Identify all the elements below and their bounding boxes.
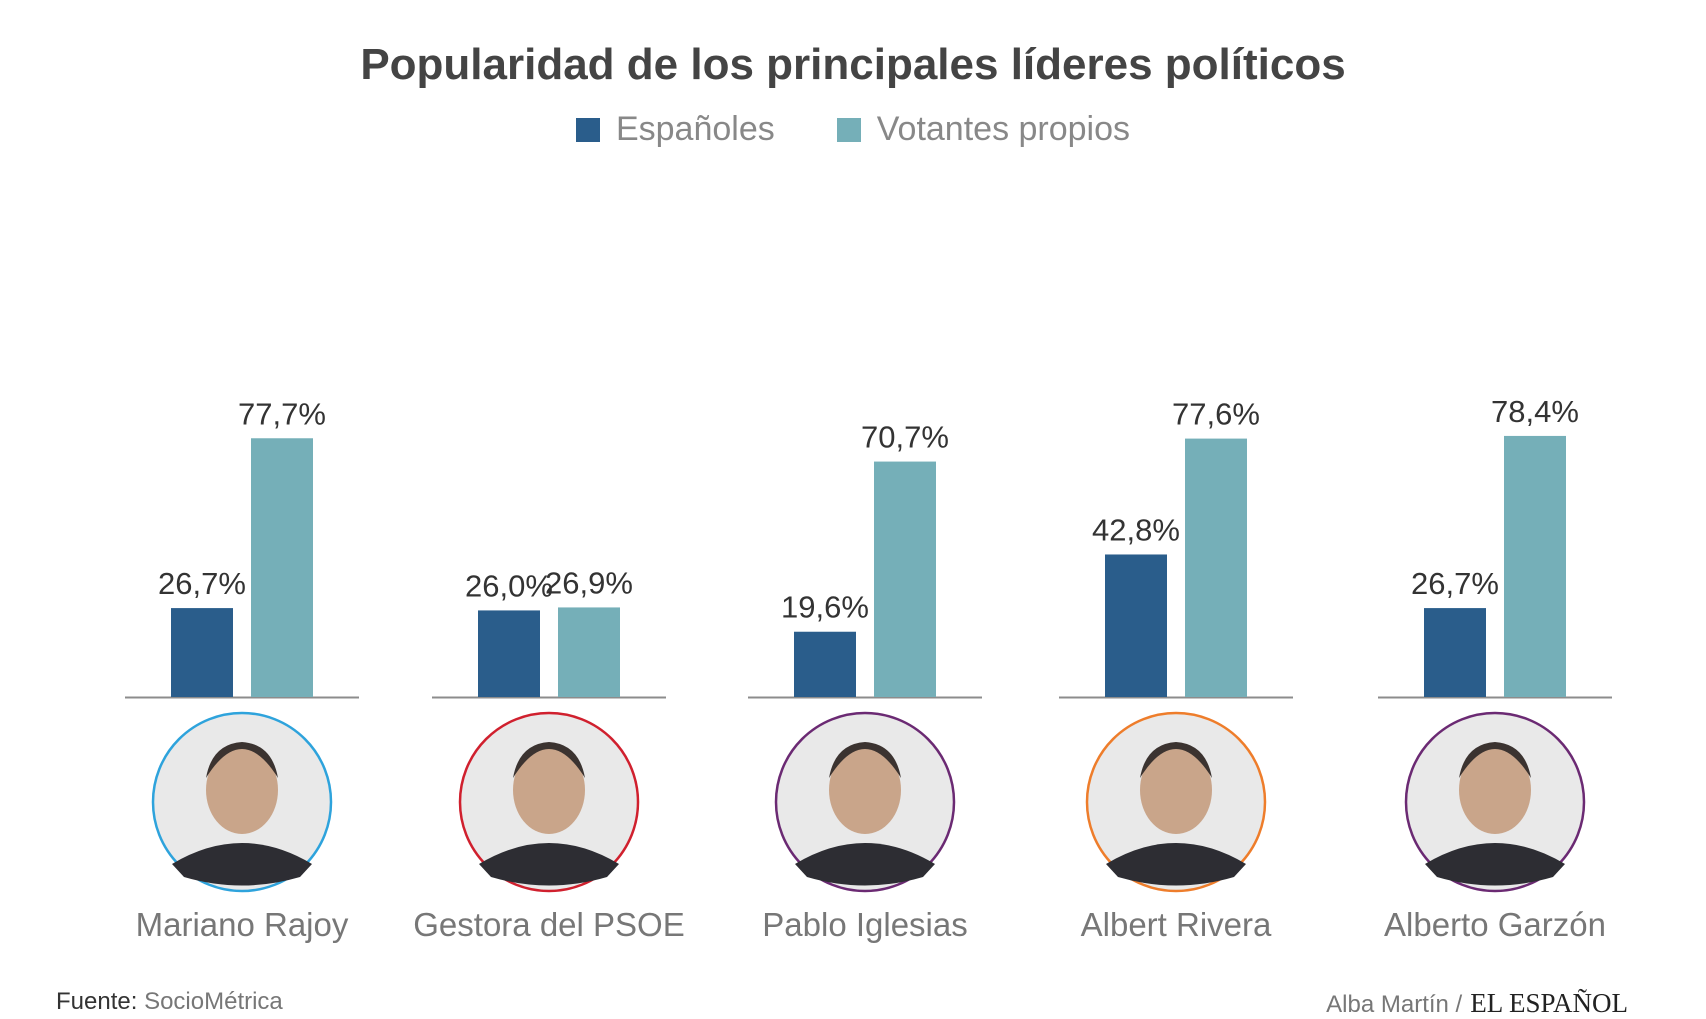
bar-espanoles-pablo-iglesias bbox=[794, 631, 856, 697]
data-label-votantes-propios-pablo-iglesias: 70,7% bbox=[861, 420, 949, 455]
portrait-face-mariano-rajoy bbox=[206, 746, 278, 834]
category-label-pablo-iglesias: Pablo Iglesias bbox=[762, 906, 967, 943]
bar-espanoles-gestora-del-psoe bbox=[478, 610, 540, 697]
category-label-albert-rivera: Albert Rivera bbox=[1081, 906, 1272, 943]
brand-logo: EL ESPAÑOL bbox=[1470, 988, 1628, 1018]
legend-label-espanoles: Españoles bbox=[615, 110, 775, 148]
data-label-votantes-propios-gestora-del-psoe: 26,9% bbox=[545, 565, 633, 600]
portrait-face-alberto-garzon bbox=[1459, 746, 1531, 834]
data-label-espanoles-alberto-garzon: 26,7% bbox=[1411, 566, 1499, 601]
portrait-hair-gestora-del-psoe bbox=[513, 742, 585, 778]
source-name: SocioMétrica bbox=[144, 988, 283, 1015]
source-label: Fuente: bbox=[56, 988, 138, 1015]
data-label-espanoles-gestora-del-psoe: 26,0% bbox=[465, 568, 553, 603]
data-label-espanoles-mariano-rajoy: 26,7% bbox=[158, 566, 246, 601]
bar-votantes-propios-gestora-del-psoe bbox=[558, 607, 620, 697]
bar-espanoles-mariano-rajoy bbox=[171, 608, 233, 697]
category-label-mariano-rajoy: Mariano Rajoy bbox=[136, 906, 349, 943]
chart-title: Popularidad de los principales líderes p… bbox=[360, 40, 1346, 89]
data-label-espanoles-albert-rivera: 42,8% bbox=[1092, 512, 1180, 547]
legend: Españoles Votantes propios bbox=[0, 110, 1706, 149]
legend-swatch-espanoles bbox=[575, 117, 600, 142]
portrait-body-albert-rivera bbox=[1106, 843, 1246, 886]
bar-chart: 26,7% 77,7% Mariano Rajoy 26,0%26,9% Gestora… bbox=[125, 394, 1612, 943]
footer-source: Fuente: SocioMétrica bbox=[56, 988, 283, 1016]
bar-votantes-propios-alberto-garzon bbox=[1504, 435, 1566, 697]
portrait-face-albert-rivera bbox=[1140, 746, 1212, 834]
portrait-face-gestora-del-psoe bbox=[513, 746, 585, 834]
legend-item-votantes-propios: Votantes propios bbox=[836, 110, 1131, 149]
category-label-gestora-del-psoe: Gestora del PSOE bbox=[413, 906, 684, 943]
data-label-espanoles-pablo-iglesias: 19,6% bbox=[781, 590, 869, 625]
portrait-body-pablo-iglesias bbox=[795, 843, 935, 886]
bar-votantes-propios-pablo-iglesias bbox=[874, 461, 936, 697]
bar-votantes-propios-albert-rivera bbox=[1185, 438, 1247, 697]
portrait-hair-mariano-rajoy bbox=[206, 742, 278, 778]
portrait-hair-albert-rivera bbox=[1140, 742, 1212, 778]
legend-item-espanoles: Españoles bbox=[575, 110, 775, 149]
data-label-votantes-propios-alberto-garzon: 78,4% bbox=[1491, 394, 1579, 429]
legend-swatch-votantes-propios bbox=[836, 117, 861, 142]
legend-label-votantes-propios: Votantes propios bbox=[876, 110, 1131, 148]
data-label-votantes-propios-albert-rivera: 77,6% bbox=[1172, 397, 1260, 432]
data-label-votantes-propios-mariano-rajoy: 77,7% bbox=[238, 396, 326, 431]
portrait-face-pablo-iglesias bbox=[829, 746, 901, 834]
category-label-alberto-garzon: Alberto Garzón bbox=[1384, 906, 1606, 943]
bar-votantes-propios-mariano-rajoy bbox=[251, 438, 313, 697]
portrait-body-alberto-garzon bbox=[1425, 843, 1565, 886]
footer-credit: Alba Martín / EL ESPAÑOL bbox=[1326, 988, 1628, 1019]
portrait-body-gestora-del-psoe bbox=[479, 843, 619, 886]
portrait-hair-pablo-iglesias bbox=[829, 742, 901, 778]
portrait-body-mariano-rajoy bbox=[172, 843, 312, 886]
bar-espanoles-albert-rivera bbox=[1105, 554, 1167, 697]
portrait-hair-alberto-garzon bbox=[1459, 742, 1531, 778]
author-credit: Alba Martín / bbox=[1326, 991, 1463, 1018]
bar-espanoles-alberto-garzon bbox=[1424, 608, 1486, 697]
